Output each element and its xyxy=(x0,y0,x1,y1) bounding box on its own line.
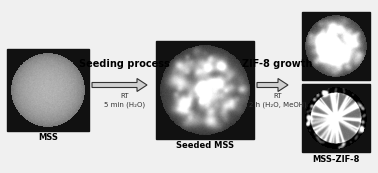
Bar xyxy=(302,84,370,152)
FancyArrow shape xyxy=(92,79,147,92)
Text: Seeding process: Seeding process xyxy=(79,59,170,69)
Text: Seeded MSS: Seeded MSS xyxy=(176,141,234,150)
Text: RT: RT xyxy=(120,93,129,99)
Text: 5 min (H₂O): 5 min (H₂O) xyxy=(104,101,145,107)
Bar xyxy=(156,41,254,139)
Bar xyxy=(302,12,370,80)
Text: 2 h (H₂O, MeOH): 2 h (H₂O, MeOH) xyxy=(249,101,307,107)
Text: ZIF-8 growth: ZIF-8 growth xyxy=(242,59,313,69)
Text: MSS-ZIF-8: MSS-ZIF-8 xyxy=(312,155,360,164)
Bar xyxy=(7,49,89,131)
FancyArrow shape xyxy=(257,79,288,92)
Text: RT: RT xyxy=(273,93,282,99)
Text: MSS: MSS xyxy=(38,133,58,142)
